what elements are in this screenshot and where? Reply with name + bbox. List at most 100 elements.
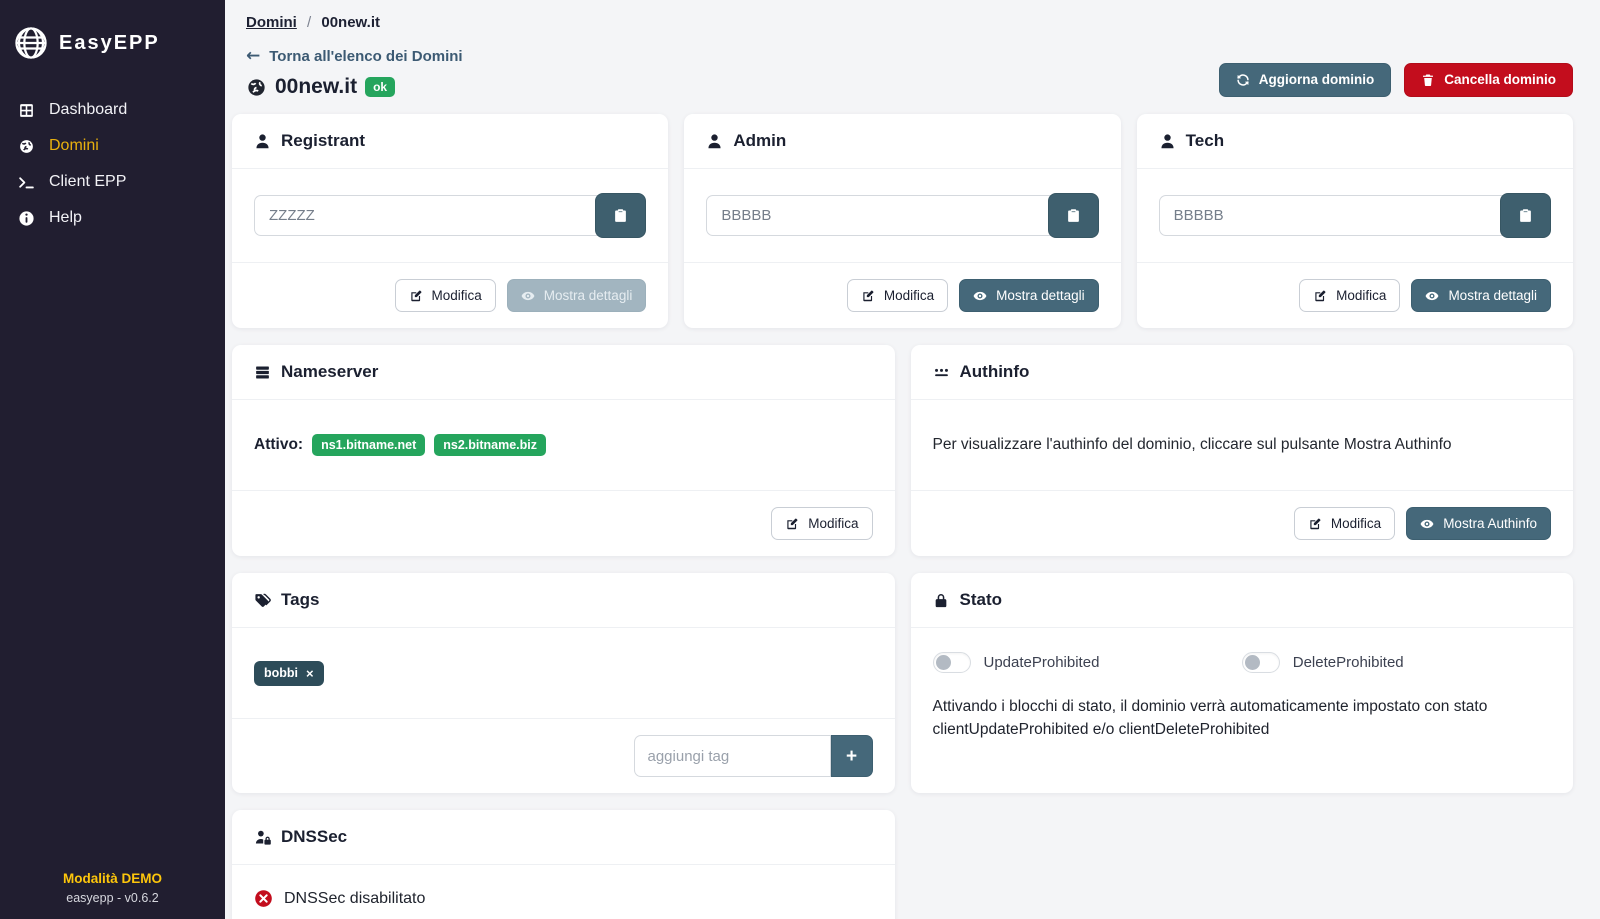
breadcrumb-separator: / bbox=[307, 14, 312, 31]
clipboard-icon bbox=[1518, 207, 1533, 224]
sidebar-item-label: Client EPP bbox=[49, 173, 127, 190]
tag-chip: bobbi × bbox=[254, 660, 324, 686]
registrant-card: Registrant bbox=[232, 114, 669, 328]
brand[interactable]: EasyEPP bbox=[0, 0, 225, 92]
authinfo-message: Per visualizzare l'authinfo del dominio,… bbox=[932, 436, 1452, 453]
eye-icon bbox=[1420, 517, 1434, 531]
user-lock-icon bbox=[254, 829, 271, 846]
nameserver-active-label: Attivo: bbox=[254, 436, 304, 453]
edit-icon bbox=[1313, 289, 1327, 303]
copy-registrant-button[interactable] bbox=[595, 193, 647, 238]
admin-id-input[interactable] bbox=[706, 195, 1053, 236]
dnssec-row: DNSSec DNSSec disabilitato bbox=[232, 810, 1573, 919]
sidebar-footer: Modalità DEMO easyepp - v0.6.2 bbox=[0, 871, 225, 905]
nameserver-badge: ns1.bitname.net bbox=[312, 433, 426, 457]
empty-slot bbox=[911, 810, 1574, 919]
clipboard-icon bbox=[1066, 207, 1081, 224]
show-tech-details-button[interactable]: Mostra dettagli bbox=[1411, 279, 1551, 312]
tech-card: Tech bbox=[1136, 114, 1573, 328]
sidebar-item-label: Dashboard bbox=[49, 101, 128, 118]
update-prohibited-toggle[interactable] bbox=[932, 652, 971, 673]
card-title: Authinfo bbox=[959, 362, 1030, 381]
eye-icon bbox=[1425, 289, 1439, 303]
tags-stato-row: Tags bobbi × + bbox=[232, 573, 1573, 793]
clipboard-icon bbox=[613, 207, 628, 224]
sidebar-item-client-epp[interactable]: Client EPP bbox=[0, 164, 225, 200]
admin-card: Admin bbox=[684, 114, 1121, 328]
nameserver-authinfo-row: Nameserver Attivo: ns1.bitname.net ns2.b… bbox=[232, 345, 1573, 556]
modify-label: Modifica bbox=[808, 515, 859, 531]
x-circle-icon bbox=[254, 889, 273, 908]
refresh-icon bbox=[1236, 73, 1250, 87]
add-tag-button[interactable]: + bbox=[830, 735, 873, 777]
breadcrumb-current: 00new.it bbox=[321, 14, 380, 31]
delete-domain-button[interactable]: Cancella dominio bbox=[1404, 63, 1573, 97]
info-icon bbox=[18, 210, 35, 227]
show-details-label: Mostra dettagli bbox=[996, 287, 1085, 303]
easyepp-logo-globe-icon bbox=[12, 24, 50, 62]
card-title: Tags bbox=[281, 590, 320, 609]
globe-icon bbox=[18, 138, 35, 155]
edit-icon bbox=[409, 289, 423, 303]
update-domain-label: Aggiorna dominio bbox=[1258, 72, 1375, 88]
modify-admin-button[interactable]: Modifica bbox=[846, 279, 949, 312]
demo-mode-label: Modalità DEMO bbox=[62, 871, 162, 886]
stato-card: Stato UpdateProhibited DeleteProhibited bbox=[910, 573, 1573, 793]
back-to-domains-link[interactable]: ← Torna all'elenco dei Domini bbox=[246, 46, 463, 66]
status-badge: ok bbox=[365, 77, 396, 97]
password-dots-icon bbox=[933, 364, 950, 381]
contacts-row: Registrant bbox=[232, 114, 1573, 328]
modify-authinfo-button[interactable]: Modifica bbox=[1293, 507, 1396, 540]
terminal-icon bbox=[18, 174, 35, 191]
show-authinfo-label: Mostra Authinfo bbox=[1443, 515, 1537, 531]
delete-prohibited-toggle[interactable] bbox=[1241, 652, 1280, 673]
sidebar-item-label: Help bbox=[49, 209, 82, 226]
breadcrumb-domini-link[interactable]: Domini bbox=[246, 14, 297, 31]
user-icon bbox=[1159, 133, 1176, 150]
update-domain-button[interactable]: Aggiorna dominio bbox=[1218, 63, 1392, 97]
sidebar: EasyEPP Dashboard Domini bbox=[0, 0, 225, 919]
breadcrumb: Domini / 00new.it bbox=[246, 14, 1573, 31]
edit-icon bbox=[785, 517, 799, 531]
authinfo-card: Authinfo Per visualizzare l'authinfo del… bbox=[910, 345, 1573, 556]
card-title: Admin bbox=[733, 131, 787, 150]
sidebar-item-domini[interactable]: Domini bbox=[0, 128, 225, 164]
delete-domain-label: Cancella dominio bbox=[1444, 72, 1556, 88]
dashboard-grid-icon bbox=[18, 102, 35, 119]
plus-icon: + bbox=[845, 745, 858, 767]
registrant-id-input[interactable] bbox=[254, 195, 601, 236]
app-version: easyepp - v0.6.2 bbox=[66, 891, 159, 905]
page-header: ← Torna all'elenco dei Domini 00new.it o… bbox=[246, 48, 1573, 99]
sidebar-nav: Dashboard Domini Client bbox=[0, 92, 225, 236]
sidebar-item-dashboard[interactable]: Dashboard bbox=[0, 92, 225, 128]
card-title: Nameserver bbox=[281, 362, 379, 381]
add-tag-input[interactable] bbox=[633, 735, 831, 777]
modify-tech-button[interactable]: Modifica bbox=[1299, 279, 1401, 312]
sidebar-item-help[interactable]: Help bbox=[0, 200, 225, 236]
show-authinfo-button[interactable]: Mostra Authinfo bbox=[1406, 507, 1551, 540]
arrow-left-icon: ← bbox=[246, 46, 261, 66]
modify-registrant-button[interactable]: Modifica bbox=[394, 279, 496, 312]
dnssec-card: DNSSec DNSSec disabilitato bbox=[232, 810, 895, 919]
eye-icon bbox=[521, 289, 535, 303]
modify-label: Modifica bbox=[883, 287, 935, 303]
brand-name: EasyEPP bbox=[59, 31, 160, 54]
show-admin-details-button[interactable]: Mostra dettagli bbox=[959, 279, 1099, 312]
sidebar-item-label: Domini bbox=[49, 137, 99, 154]
edit-icon bbox=[1308, 517, 1322, 531]
edit-icon bbox=[861, 289, 875, 303]
copy-admin-button[interactable] bbox=[1047, 193, 1099, 238]
main-content: Domini / 00new.it ← Torna all'elenco dei… bbox=[225, 0, 1600, 919]
modify-label: Modifica bbox=[431, 287, 482, 303]
card-title: DNSSec bbox=[281, 827, 348, 846]
eye-icon bbox=[973, 289, 987, 303]
lock-icon bbox=[933, 592, 950, 609]
back-link-label: Torna all'elenco dei Domini bbox=[269, 48, 463, 65]
modify-nameserver-button[interactable]: Modifica bbox=[771, 507, 873, 540]
remove-tag-icon[interactable]: × bbox=[306, 665, 314, 681]
copy-tech-button[interactable] bbox=[1499, 193, 1551, 238]
show-registrant-details-button[interactable]: Mostra dettagli bbox=[506, 279, 647, 312]
modify-label: Modifica bbox=[1336, 287, 1387, 303]
trash-icon bbox=[1421, 73, 1435, 87]
tech-id-input[interactable] bbox=[1158, 195, 1505, 236]
